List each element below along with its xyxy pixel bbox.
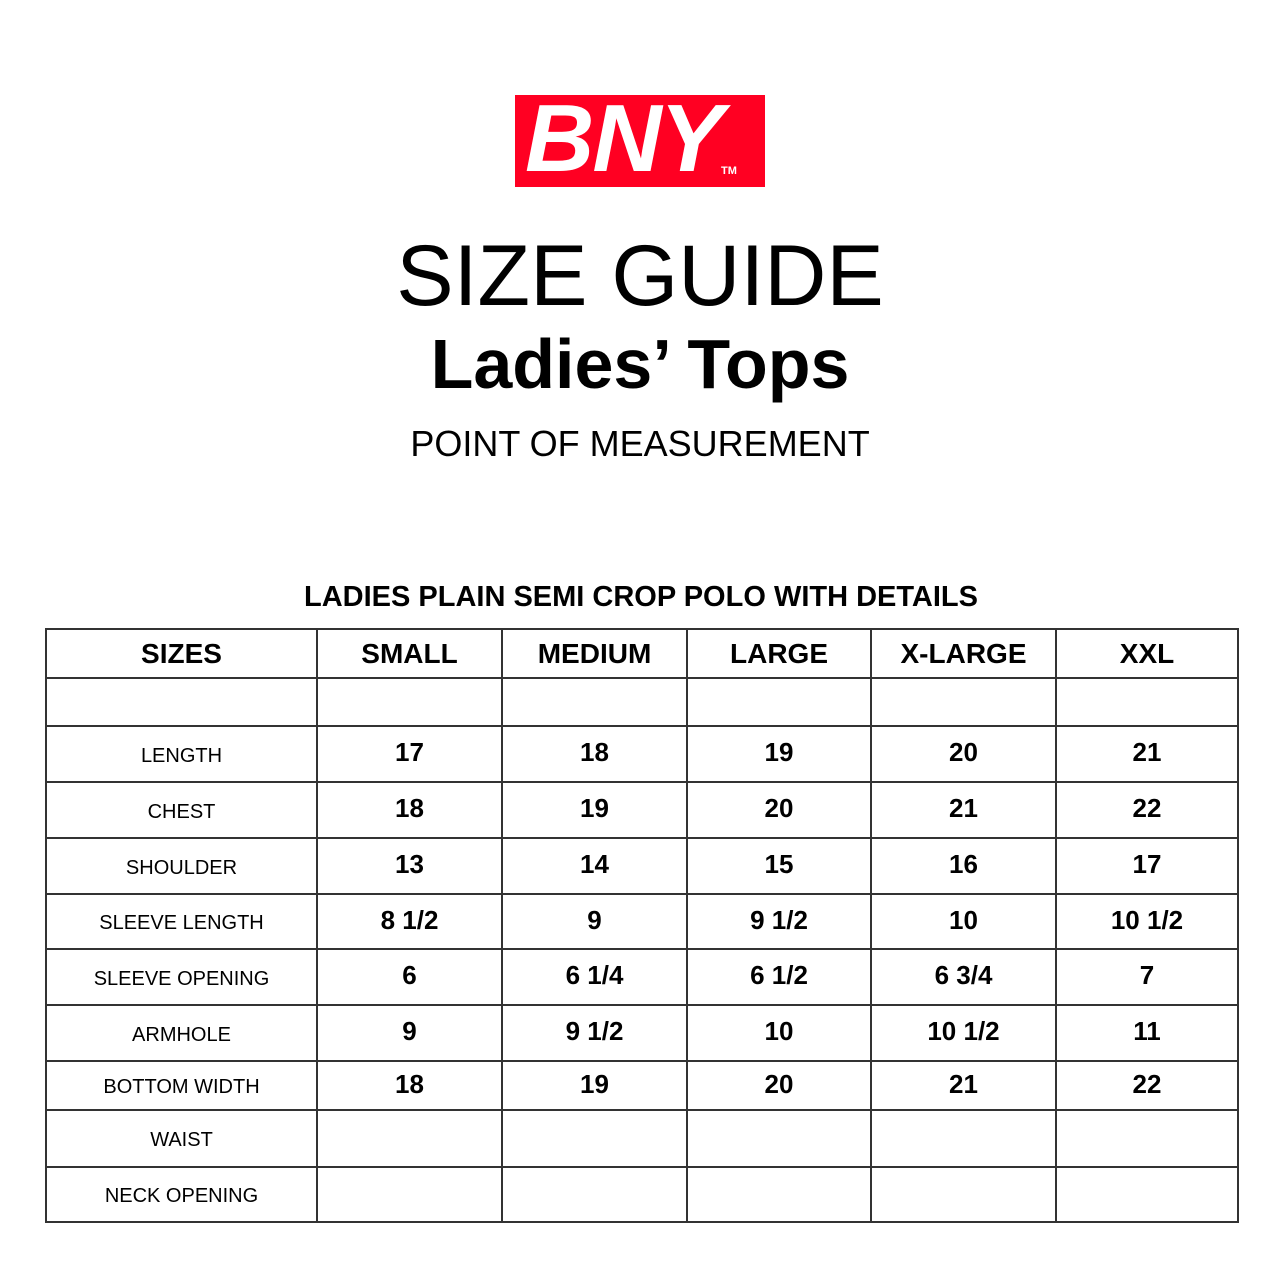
column-header: SIZES <box>45 628 318 679</box>
measurement-value <box>870 1166 1057 1223</box>
size-table: SIZES SMALL MEDIUM LARGE X-LARGE XXL LENGTH 17 1… <box>45 628 1239 1223</box>
measurement-value: 9 <box>501 893 688 950</box>
measurement-value: 9 <box>316 1004 503 1062</box>
point-of-measurement: POINT OF MEASUREMENT <box>410 423 870 464</box>
page-subtitle: Ladies’ Tops <box>430 325 850 403</box>
measurement-value: 11 <box>1055 1004 1239 1062</box>
table-row: WAIST <box>45 1109 1239 1168</box>
measurement-label: WAIST <box>45 1109 318 1168</box>
logo-text: BNY <box>525 85 724 192</box>
measurement-value: 22 <box>1055 1060 1239 1111</box>
measurement-label: SLEEVE OPENING <box>45 948 318 1006</box>
measurement-value <box>501 1109 688 1168</box>
bny-logo: BNY TM <box>515 89 765 189</box>
measurement-value: 14 <box>501 837 688 895</box>
measurement-value: 22 <box>1055 781 1239 839</box>
measurement-value: 20 <box>686 781 872 839</box>
measurement-value <box>316 677 503 727</box>
measurement-value: 15 <box>686 837 872 895</box>
measurement-label <box>45 677 318 727</box>
measurement-value: 6 3/4 <box>870 948 1057 1006</box>
measurement-label: SLEEVE LENGTH <box>45 893 318 950</box>
table-row: SLEEVE LENGTH 8 1/2 9 9 1/2 10 10 1/2 <box>45 893 1239 950</box>
measurement-value: 10 <box>870 893 1057 950</box>
measurement-label: NECK OPENING <box>45 1166 318 1223</box>
table-title: LADIES PLAIN SEMI CROP POLO WITH DETAILS <box>303 581 978 613</box>
measurement-value: 10 <box>686 1004 872 1062</box>
measurement-value: 16 <box>870 837 1057 895</box>
measurement-value: 6 <box>316 948 503 1006</box>
measurement-value <box>1055 1166 1239 1223</box>
measurement-value: 20 <box>870 725 1057 783</box>
measurement-value: 10 1/2 <box>870 1004 1057 1062</box>
table-row <box>45 677 1239 727</box>
table-row: SHOULDER 13 14 15 16 17 <box>45 837 1239 895</box>
measurement-value: 18 <box>501 725 688 783</box>
measurement-value: 18 <box>316 781 503 839</box>
measurement-value: 20 <box>686 1060 872 1111</box>
column-header: LARGE <box>686 628 872 679</box>
measurement-value <box>870 677 1057 727</box>
column-header: SMALL <box>316 628 503 679</box>
measurement-label: SHOULDER <box>45 837 318 895</box>
measurement-value <box>316 1166 503 1223</box>
measurement-value <box>1055 1109 1239 1168</box>
measurement-value: 17 <box>316 725 503 783</box>
measurement-label: CHEST <box>45 781 318 839</box>
measurement-value: 19 <box>501 781 688 839</box>
header-row: SIZES SMALL MEDIUM LARGE X-LARGE XXL <box>45 628 1239 679</box>
measurement-value <box>870 1109 1057 1168</box>
measurement-value <box>686 677 872 727</box>
measurement-value: 6 1/2 <box>686 948 872 1006</box>
page-title: SIZE GUIDE <box>396 228 884 324</box>
measurement-value <box>686 1166 872 1223</box>
measurement-value <box>1055 677 1239 727</box>
measurement-value: 7 <box>1055 948 1239 1006</box>
measurement-value: 18 <box>316 1060 503 1111</box>
measurement-value: 6 1/4 <box>501 948 688 1006</box>
measurement-label: LENGTH <box>45 725 318 783</box>
table-row: NECK OPENING <box>45 1166 1239 1223</box>
measurement-value: 8 1/2 <box>316 893 503 950</box>
table-row: CHEST 18 19 20 21 22 <box>45 781 1239 839</box>
column-header: X-LARGE <box>870 628 1057 679</box>
measurement-value <box>501 1166 688 1223</box>
column-header: XXL <box>1055 628 1239 679</box>
measurement-value: 21 <box>870 781 1057 839</box>
measurement-value: 19 <box>501 1060 688 1111</box>
measurement-value <box>316 1109 503 1168</box>
measurement-value: 21 <box>1055 725 1239 783</box>
column-header: MEDIUM <box>501 628 688 679</box>
measurement-value <box>501 677 688 727</box>
table-row: ARMHOLE 9 9 1/2 10 10 1/2 11 <box>45 1004 1239 1062</box>
table-row: LENGTH 17 18 19 20 21 <box>45 725 1239 783</box>
table-row: SLEEVE OPENING 6 6 1/4 6 1/2 6 3/4 7 <box>45 948 1239 1006</box>
measurement-value: 19 <box>686 725 872 783</box>
table-row: BOTTOM WIDTH 18 19 20 21 22 <box>45 1060 1239 1111</box>
measurement-value: 13 <box>316 837 503 895</box>
measurement-label: ARMHOLE <box>45 1004 318 1062</box>
measurement-value: 9 1/2 <box>686 893 872 950</box>
measurement-value: 21 <box>870 1060 1057 1111</box>
measurement-label: BOTTOM WIDTH <box>45 1060 318 1111</box>
measurement-value <box>686 1109 872 1168</box>
trademark: TM <box>721 165 737 177</box>
measurement-value: 9 1/2 <box>501 1004 688 1062</box>
measurement-value: 17 <box>1055 837 1239 895</box>
measurement-value: 10 1/2 <box>1055 893 1239 950</box>
